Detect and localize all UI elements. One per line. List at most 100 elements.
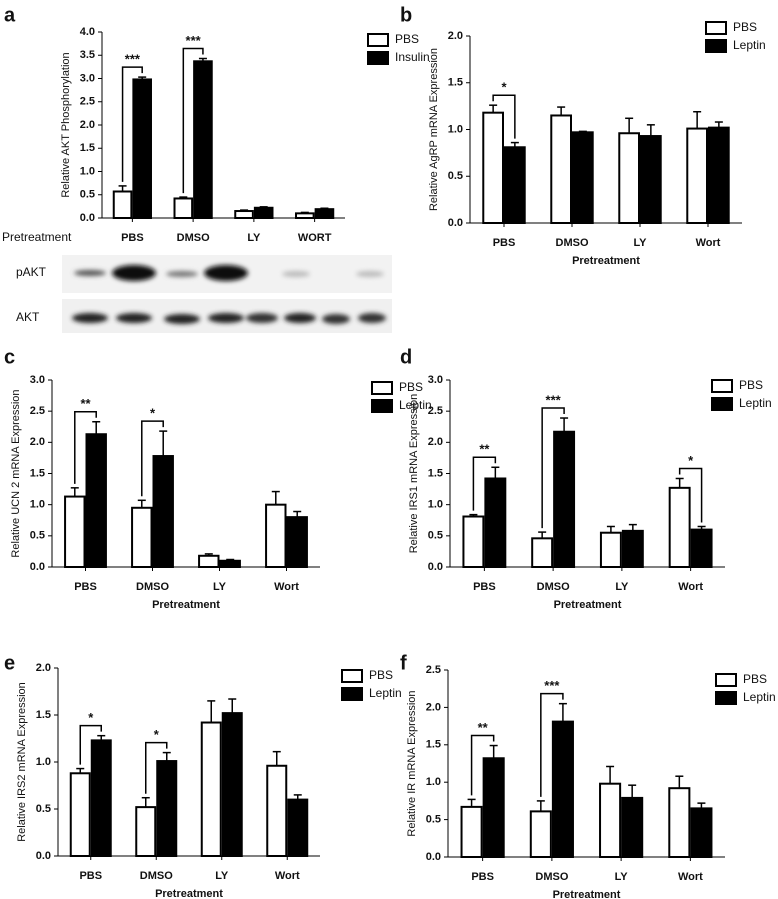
legend-swatch	[705, 39, 727, 53]
x-tick-label: LY	[215, 870, 229, 882]
y-tick-label: 1.5	[30, 467, 45, 479]
legend-label: Leptin	[739, 396, 772, 410]
bar	[64, 495, 86, 568]
bar	[690, 807, 713, 859]
bar	[152, 455, 174, 568]
bar	[668, 486, 691, 568]
y-tick-label: 2.0	[30, 436, 45, 448]
significance-bracket	[121, 66, 143, 182]
legend-swatch	[705, 21, 727, 35]
y-tick-label: 0.0	[36, 850, 51, 862]
bar	[686, 127, 709, 224]
significance-bracket	[470, 734, 495, 796]
y-tick-label: 0.5	[36, 803, 51, 815]
y-tick-label: 1.0	[30, 499, 45, 511]
y-tick-label: 1.0	[448, 123, 463, 135]
y-tick-label: 1.0	[428, 499, 443, 511]
legend-swatch	[367, 51, 389, 65]
bar	[621, 796, 644, 859]
bar	[295, 212, 315, 220]
significance-bracket	[472, 456, 497, 511]
y-tick-label: 2.5	[30, 405, 45, 417]
legend-label: Leptin	[733, 38, 766, 52]
y-tick-label: 3.5	[80, 49, 95, 61]
bar	[193, 60, 213, 219]
x-tick-label: PBS	[471, 871, 494, 883]
y-tick-label: 1.0	[36, 756, 51, 768]
significance-bracket	[492, 94, 516, 139]
y-tick-label: 0.5	[448, 170, 463, 182]
x-tick-label: LY	[213, 581, 227, 593]
significance-bracket	[540, 692, 564, 797]
y-tick-label: 1.5	[426, 739, 441, 751]
y-tick-label: 1.5	[428, 467, 443, 479]
bar	[200, 721, 222, 858]
y-tick-label: 2.5	[428, 405, 443, 417]
y-tick-label: 1.0	[426, 776, 441, 788]
significance-bracket	[541, 407, 565, 529]
legend-swatch	[341, 669, 363, 683]
bar	[221, 712, 243, 857]
significance-bracket	[141, 420, 164, 497]
bar	[462, 515, 485, 569]
legend-label: PBS	[369, 668, 393, 682]
significance-label: ***	[125, 52, 141, 67]
bar	[131, 506, 153, 568]
legend-label: PBS	[739, 378, 763, 392]
y-axis-label: Relative IR mRNA Expression	[406, 690, 418, 836]
significance-bracket	[678, 467, 703, 523]
legend-label: PBS	[399, 380, 423, 394]
bar	[132, 78, 152, 220]
x-axis-label: Pretreatment	[155, 888, 223, 899]
x-tick-label: Wort	[274, 581, 299, 593]
legend-swatch	[341, 687, 363, 701]
bar	[621, 529, 644, 569]
bar	[219, 559, 241, 568]
x-tick-label: PBS	[493, 237, 516, 249]
y-tick-label: 2.0	[36, 662, 51, 674]
legend-label: Leptin	[743, 690, 776, 704]
bar	[173, 197, 194, 220]
legend-swatch	[371, 381, 393, 395]
bar	[90, 739, 112, 858]
western-blot	[62, 255, 392, 333]
y-tick-label: 0.0	[428, 561, 443, 573]
blot-label: AKT	[16, 310, 40, 324]
y-tick-label: 0.5	[80, 189, 95, 201]
legend-label: Leptin	[369, 686, 402, 700]
y-tick-label: 4.0	[80, 26, 95, 38]
y-tick-label: 1.5	[448, 77, 463, 89]
bar	[286, 516, 308, 569]
legend-label: Insulin	[395, 50, 430, 64]
legend-swatch	[367, 33, 389, 47]
x-tick-label: Wort	[678, 871, 703, 883]
significance-bracket	[182, 47, 204, 194]
significance-label: *	[688, 453, 694, 468]
x-tick-label: LY	[633, 237, 647, 249]
y-tick-label: 0.0	[80, 212, 95, 224]
significance-label: ***	[546, 392, 562, 407]
bar	[112, 190, 133, 219]
bar	[599, 782, 622, 858]
blot-bands	[72, 265, 386, 324]
legend-label: PBS	[733, 20, 757, 34]
bar	[690, 528, 713, 568]
legend-swatch	[711, 379, 733, 393]
x-tick-label: DMSO	[537, 581, 570, 593]
panel-label: f	[400, 652, 407, 674]
bar	[287, 798, 309, 857]
significance-label: **	[479, 442, 490, 457]
legend-swatch	[715, 691, 737, 705]
bar	[234, 210, 254, 219]
x-axis-label: Pretreatment	[553, 889, 621, 899]
legend-swatch	[711, 397, 733, 411]
x-tick-label: LY	[615, 581, 629, 593]
blot-label: pAKT	[16, 265, 47, 279]
y-tick-label: 2.0	[80, 119, 95, 131]
bar	[572, 131, 594, 224]
bar	[69, 772, 91, 858]
y-tick-label: 2.5	[426, 664, 441, 676]
y-axis-label: Relative AgRP mRNA Expression	[428, 48, 440, 211]
bar	[618, 132, 641, 225]
